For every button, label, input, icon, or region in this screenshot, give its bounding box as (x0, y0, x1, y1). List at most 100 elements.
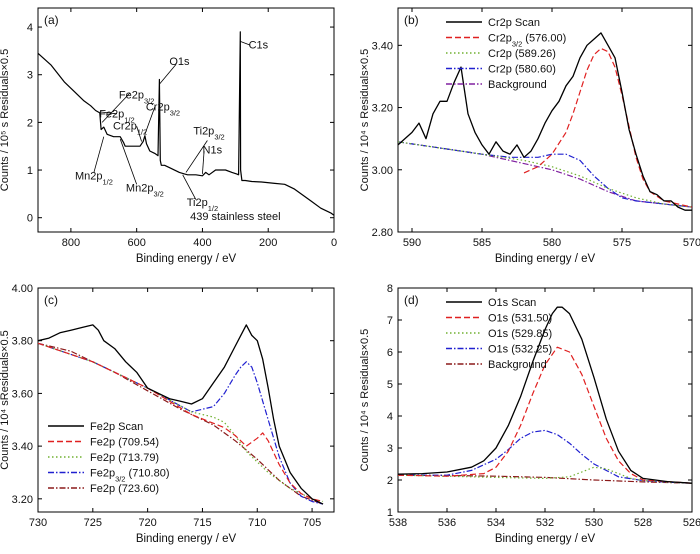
legend-label: Cr2p Scan (488, 17, 540, 29)
x-tick-label: 580 (543, 237, 561, 249)
annotation-leader (119, 138, 138, 185)
annotation-leader (136, 126, 142, 142)
x-tick-label: 536 (438, 517, 456, 529)
x-axis-label: Binding energy / eV (136, 253, 237, 265)
x-tick-label: 600 (127, 237, 145, 249)
plot-frame (397, 7, 693, 233)
y-axis-label: Counts / 10⁵ s Residuals×0.5 (0, 49, 11, 191)
plot-frame (37, 7, 335, 233)
peak-annotation: N1s (203, 144, 223, 156)
x-tick-label: 528 (634, 517, 652, 529)
x-tick-label: 585 (473, 237, 491, 249)
peak-annotation: Cr2p1/2 (113, 121, 147, 137)
series-line-4 (398, 429, 692, 484)
peak-annotation: Mn2p3/2 (126, 182, 164, 198)
series-line-3 (38, 342, 324, 503)
x-tick-label: 200 (259, 237, 277, 249)
legend-label: O1s (531.50) (488, 313, 552, 325)
annotation-leader (159, 63, 177, 85)
y-tick-label: 4 (387, 411, 393, 423)
y-tick-label: 0 (27, 213, 33, 225)
y-tick-label: 3 (27, 70, 33, 82)
x-tick-label: 400 (193, 237, 211, 249)
y-tick-label: 3.60 (12, 388, 33, 400)
y-tick-label: 3.20 (12, 494, 33, 506)
y-axis-label: Counts / 10⁴ s Residuals×0.5 (359, 329, 371, 472)
legend-label: Cr2p (589.26) (488, 48, 556, 60)
plot-frame (37, 287, 335, 513)
x-tick-label: 570 (683, 237, 700, 249)
panel-3: 730 725 720 715 710 705 3.20 3.40 3.60 3.80 4.00 Bi… (0, 283, 335, 545)
legend-label: Fe2p (709.54) (90, 437, 159, 449)
y-tick-label: 6 (387, 347, 393, 359)
annotation-leader (202, 150, 205, 174)
peak-annotation: C1s (249, 40, 269, 52)
annotation-leader (185, 140, 208, 173)
series-line-1 (38, 324, 324, 505)
peak-annotation: Ti2p3/2 (193, 125, 224, 141)
annotation-leader (182, 174, 197, 200)
y-tick-label: 2 (27, 117, 33, 129)
annotation-leader (99, 111, 117, 115)
series-line-4 (398, 141, 692, 208)
y-tick-label: 4 (27, 22, 33, 34)
legend-label: O1s (532.25) (488, 344, 552, 356)
y-tick-label: 8 (387, 283, 393, 295)
y-axis-label: Counts / 10⁴ s Residuals×0.5 (359, 49, 371, 192)
y-tick-label: 4.00 (12, 283, 33, 295)
y-tick-label: 1 (387, 507, 393, 519)
x-tick-label: 800 (62, 237, 80, 249)
y-tick-label: 3.80 (12, 336, 33, 348)
x-axis-label: Binding energy / eV (495, 253, 596, 265)
panel-label: (a) (44, 13, 59, 27)
series-line-4 (38, 342, 324, 505)
legend-label: O1s (529.85) (488, 328, 552, 340)
peak-annotation: O1s (169, 56, 190, 68)
y-tick-label: 3.40 (372, 40, 393, 52)
series-line-1 (398, 32, 692, 211)
peak-annotation: Cr2p3/2 (146, 101, 180, 117)
series-line-3 (398, 141, 692, 208)
peak-annotation: 439 stainless steel (190, 211, 281, 223)
series-line-5 (38, 342, 324, 505)
legend-label: O1s Scan (488, 297, 536, 309)
peak-annotation: Ti2p1/2 (187, 197, 218, 213)
legend-label: Fe2p (723.60) (90, 483, 159, 495)
series-line-5 (398, 141, 692, 208)
panel-label: (d) (404, 293, 419, 307)
legend-label: Fe2p Scan (90, 421, 143, 433)
x-tick-label: 720 (138, 517, 156, 529)
annotation-leader (240, 40, 251, 46)
panel-label: (b) (404, 13, 419, 27)
x-axis-label: Binding energy / eV (495, 533, 596, 545)
x-tick-label: 532 (536, 517, 554, 529)
y-tick-label: 2.80 (372, 227, 393, 239)
panel-4: 538 536 534 532 530 528 526 1 2 3 4 5 6 7 8 Binding ene… (359, 283, 700, 545)
legend-label: Fe2p3/2 (710.80) (90, 468, 170, 484)
x-tick-label: 526 (683, 517, 700, 529)
legend-label: Fe2p (713.79) (90, 452, 159, 464)
y-tick-label: 3 (387, 443, 393, 455)
panel-label: (c) (44, 293, 58, 307)
series-line-1 (398, 306, 692, 484)
x-tick-label: 730 (29, 517, 47, 529)
y-tick-label: 5 (387, 379, 393, 391)
x-tick-label: 725 (84, 517, 102, 529)
peak-annotation: Fe2p1/2 (99, 109, 134, 125)
series-line-1 (38, 31, 334, 216)
x-axis-label: Binding energy / eV (136, 533, 237, 545)
x-tick-label: 710 (248, 517, 266, 529)
x-tick-label: 534 (487, 517, 505, 529)
panel-1: 800 600 400 200 0 0 1 2 3 4 Binding energy / eV Cou… (0, 7, 337, 265)
legend-label: Cr2p (580.60) (488, 64, 556, 76)
x-tick-label: 715 (193, 517, 211, 529)
annotation-leader (144, 106, 156, 135)
x-tick-label: 590 (403, 237, 421, 249)
series-line-2 (398, 346, 692, 484)
legend-label: Background (488, 79, 547, 91)
y-tick-label: 3.40 (12, 441, 33, 453)
y-tick-label: 1 (27, 165, 33, 177)
y-tick-label: 3.00 (372, 165, 393, 177)
annotation-leader (101, 92, 131, 123)
